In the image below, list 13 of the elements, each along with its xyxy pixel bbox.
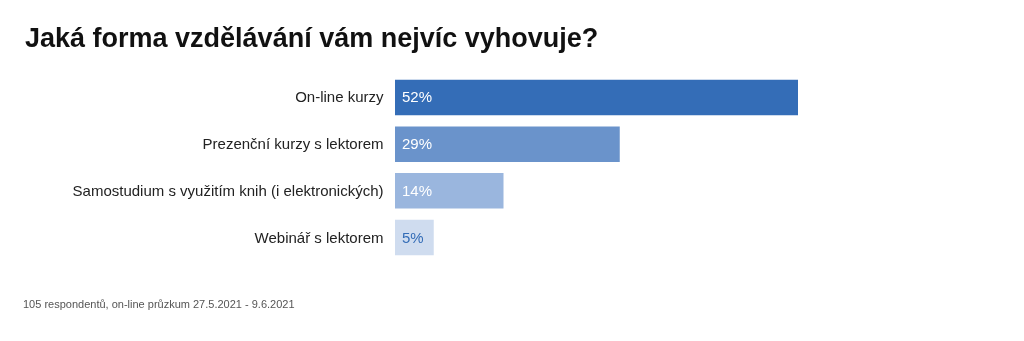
text: 105 respondentů, on-line průzkum 27.5.2021 - 9.6.2021 xyxy=(23,298,295,310)
y-tick-label: Prezenční kurzy s lektorem xyxy=(202,135,384,153)
bar xyxy=(395,173,504,209)
y-tick-label: On-line kurzy xyxy=(295,88,384,106)
data-label: 14% xyxy=(402,181,433,199)
bar xyxy=(395,79,798,116)
y-tick-label: Samostudium s využitím knih (i elektronických) xyxy=(72,181,384,199)
y-tick-label: Webinář s lektorem xyxy=(254,228,384,246)
data-label: 5% xyxy=(402,228,424,246)
data-label: 29% xyxy=(402,135,433,153)
bar xyxy=(395,126,620,162)
chart-title: Jaká forma vzdělávání vám nejvíc vyhovuje? xyxy=(25,23,599,53)
data-label: 52% xyxy=(402,88,433,106)
